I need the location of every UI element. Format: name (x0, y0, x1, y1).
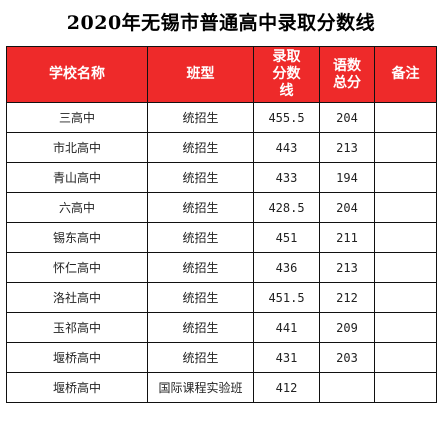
chinese-math-total-cell: 213 (319, 132, 375, 163)
admission-score-cell: 431 (253, 342, 320, 373)
chinese-math-total-cell: 213 (319, 252, 375, 283)
table-row: 堰桥高中 统招生 431 203 (6, 342, 437, 373)
remarks-cell (374, 222, 437, 253)
chinese-math-total-cell: 204 (319, 192, 375, 223)
class-type-cell: 统招生 (147, 102, 254, 133)
school-name-cell: 六高中 (6, 192, 148, 223)
chinese-math-total-cell: 209 (319, 312, 375, 343)
chinese-math-total-cell: 194 (319, 162, 375, 193)
class-type-cell: 统招生 (147, 162, 254, 193)
school-name-cell: 锡东高中 (6, 222, 148, 253)
admission-score-cell: 455.5 (253, 102, 320, 133)
remarks-cell (374, 192, 437, 223)
table-row: 六高中 统招生 428.5 204 (6, 192, 437, 223)
remarks-cell (374, 132, 437, 163)
school-name-cell: 三高中 (6, 102, 148, 133)
school-name-cell: 玉祁高中 (6, 312, 148, 343)
header-chinese-math-total: 语数总分 (319, 46, 375, 103)
admission-score-cell: 441 (253, 312, 320, 343)
table-header-row: 学校名称 班型 录取分数线 语数总分 备注 (6, 46, 437, 103)
remarks-cell (374, 282, 437, 313)
school-name-cell: 青山高中 (6, 162, 148, 193)
admission-score-cell: 451.5 (253, 282, 320, 313)
class-type-cell: 统招生 (147, 252, 254, 283)
remarks-cell (374, 372, 437, 403)
table-row: 锡东高中 统招生 451 211 (6, 222, 437, 253)
remarks-cell (374, 102, 437, 133)
table-row: 三高中 统招生 455.5 204 (6, 102, 437, 133)
header-admission-score: 录取分数线 (253, 46, 320, 103)
header-remarks: 备注 (374, 46, 437, 103)
table-row: 堰桥高中 国际课程实验班 412 (6, 372, 437, 403)
school-name-cell: 堰桥高中 (6, 372, 148, 403)
header-chinese-math-total-label: 语数总分 (332, 57, 361, 91)
school-name-cell: 洛社高中 (6, 282, 148, 313)
table-row: 洛社高中 统招生 451.5 212 (6, 282, 437, 313)
admission-score-cell: 412 (253, 372, 320, 403)
admission-score-table: 学校名称 班型 录取分数线 语数总分 备注 三高中 统招生 455.5 204 … (6, 46, 437, 403)
table-row: 市北高中 统招生 443 213 (6, 132, 437, 163)
table-row: 青山高中 统招生 433 194 (6, 162, 437, 193)
class-type-cell: 统招生 (147, 282, 254, 313)
chinese-math-total-cell: 204 (319, 102, 375, 133)
chinese-math-total-cell: 212 (319, 282, 375, 313)
remarks-cell (374, 162, 437, 193)
admission-score-cell: 443 (253, 132, 320, 163)
chinese-math-total-cell: 211 (319, 222, 375, 253)
admission-score-cell: 451 (253, 222, 320, 253)
school-name-cell: 市北高中 (6, 132, 148, 163)
header-admission-score-label: 录取分数线 (272, 49, 301, 99)
admission-score-cell: 436 (253, 252, 320, 283)
class-type-cell: 统招生 (147, 192, 254, 223)
class-type-cell: 统招生 (147, 312, 254, 343)
remarks-cell (374, 342, 437, 373)
class-type-cell: 统招生 (147, 222, 254, 253)
chinese-math-total-cell: 203 (319, 342, 375, 373)
chinese-math-total-cell (319, 372, 375, 403)
admission-score-cell: 433 (253, 162, 320, 193)
remarks-cell (374, 312, 437, 343)
page-title: 2020年无锡市普通高中录取分数线 (66, 12, 376, 34)
remarks-cell (374, 252, 437, 283)
header-class-type: 班型 (147, 46, 254, 103)
header-school-name: 学校名称 (6, 46, 148, 103)
class-type-cell: 统招生 (147, 132, 254, 163)
school-name-cell: 怀仁高中 (6, 252, 148, 283)
admission-score-cell: 428.5 (253, 192, 320, 223)
school-name-cell: 堰桥高中 (6, 342, 148, 373)
table-row: 玉祁高中 统招生 441 209 (6, 312, 437, 343)
table-row: 怀仁高中 统招生 436 213 (6, 252, 437, 283)
class-type-cell: 统招生 (147, 342, 254, 373)
class-type-cell: 国际课程实验班 (147, 372, 254, 403)
